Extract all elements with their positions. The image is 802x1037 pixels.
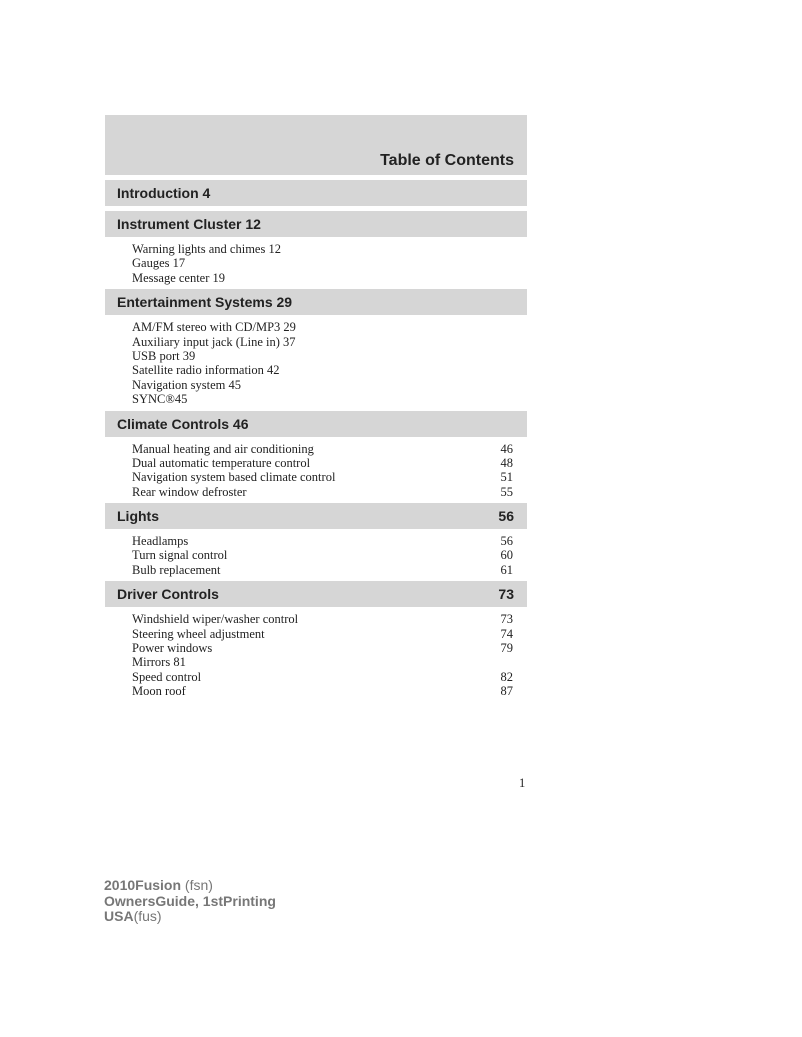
toc-entry[interactable]: Dual automatic temperature control 48 — [132, 456, 513, 470]
toc-entry-title: Gauges 17 — [132, 256, 186, 271]
toc-entry[interactable]: Mirrors 81 — [132, 655, 513, 669]
toc-entry-page: 73 — [500, 612, 514, 627]
section-heading[interactable]: Climate Controls 46 — [105, 410, 527, 437]
toc-entry-title: Warning lights and chimes 12 — [132, 242, 281, 256]
section-title: Introduction 4 — [117, 185, 211, 201]
page-title: Table of Contents — [380, 152, 514, 169]
toc-entry-title: Headlamps — [132, 534, 189, 549]
section-title: Instrument Cluster 12 — [117, 216, 261, 232]
toc-entry-page: 87 — [500, 684, 514, 699]
toc-entry-page: 74 — [500, 626, 514, 641]
section-title: Driver Controls — [117, 586, 219, 603]
toc-entry[interactable]: Moon roof 87 — [132, 684, 513, 698]
section-items: Headlamps 56 Turn signal control 60 Bulb rep… — [105, 529, 527, 581]
toc-entry[interactable]: SYNC®45 — [132, 392, 513, 406]
toc-entry-title: Mirrors 81 — [132, 655, 186, 670]
section-items: AM/FM stereo with CD/MP3 29 Auxiliary inp… — [105, 315, 527, 410]
toc-entry[interactable]: Auxiliary input jack (Line in) 37 — [132, 335, 513, 349]
toc-entry-page: 82 — [500, 669, 514, 684]
toc-entry[interactable]: Speed control 82 — [132, 670, 513, 684]
toc-entry-title: AM/FM stereo with CD/MP3 29 — [132, 320, 296, 335]
toc-entry[interactable]: Headlamps 56 — [132, 534, 513, 548]
footer-guide: OwnersGuide, 1stPrinting — [104, 892, 276, 909]
table-of-contents: Table of Contents Introduction 4 Instrume… — [105, 115, 527, 703]
toc-entry-title: Manual heating and air conditioning — [132, 441, 314, 456]
section-title: Climate Controls 46 — [117, 415, 249, 432]
section-heading[interactable]: Driver Controls 73 — [105, 581, 527, 608]
toc-entry-title: Message center 19 — [132, 270, 226, 285]
toc-entry-page: 60 — [500, 548, 514, 563]
section-heading[interactable]: Lights 56 — [105, 503, 527, 530]
toc-entry-page: 61 — [500, 562, 514, 577]
section-items: Manual heating and air conditioning 46 Dua… — [105, 437, 527, 504]
toc-entry[interactable]: Power windows 79 — [132, 641, 513, 655]
toc-entry[interactable]: Satellite radio information 42 — [132, 363, 513, 377]
toc-entry[interactable]: Navigation system based climate control 5… — [132, 470, 513, 484]
toc-entry-page: 46 — [500, 441, 514, 456]
footer-market-code: (fus) — [133, 908, 162, 924]
section-heading[interactable]: Introduction 4 — [105, 180, 527, 206]
toc-entry-title: SYNC®45 — [132, 392, 188, 407]
section-page: 56 — [498, 508, 514, 525]
footer-market: USA — [104, 908, 134, 924]
toc-entry-title: Moon roof — [132, 684, 186, 699]
toc-entry[interactable]: Steering wheel adjustment 74 — [132, 627, 513, 641]
footer: 2010Fusion (fsn) OwnersGuide, 1stPrintin… — [104, 877, 276, 925]
toc-entry-title: Navigation system based climate control — [132, 470, 336, 485]
toc-entry-title: Dual automatic temperature control — [132, 455, 311, 470]
toc-entry-title: USB port 39 — [132, 348, 196, 363]
toc-entry-page: 48 — [500, 455, 514, 470]
toc-entry-page: 51 — [500, 470, 514, 485]
section-items: Windshield wiper/washer control 73 Steerin… — [105, 607, 527, 702]
section-heading[interactable]: Instrument Cluster 12 — [105, 211, 527, 237]
toc-entry-title: Rear window defroster — [132, 484, 247, 499]
toc-entry-page: 55 — [500, 484, 514, 499]
toc-entry[interactable]: Warning lights and chimes 12 — [132, 242, 513, 256]
toc-entry-title: Power windows — [132, 641, 213, 656]
toc-entry[interactable]: Gauges 17 — [132, 256, 513, 270]
toc-entry[interactable]: AM/FM stereo with CD/MP3 29 — [132, 320, 513, 334]
toc-entry[interactable]: Turn signal control 60 — [132, 548, 513, 562]
toc-entry-title: Satellite radio information 42 — [132, 363, 280, 378]
toc-entry-title: Speed control — [132, 669, 202, 684]
toc-entry[interactable]: Message center 19 — [132, 271, 513, 285]
toc-entry[interactable]: USB port 39 — [132, 349, 513, 363]
section-page: 73 — [498, 586, 514, 603]
toc-entry[interactable]: Rear window defroster 55 — [132, 485, 513, 499]
toc-entry[interactable]: Bulb replacement 61 — [132, 563, 513, 577]
toc-entry[interactable]: Manual heating and air conditioning 46 — [132, 442, 513, 456]
toc-entry-title: Auxiliary input jack (Line in) 37 — [132, 334, 296, 349]
toc-entry-title: Navigation system 45 — [132, 377, 242, 392]
footer-model: 2010Fusion — [104, 877, 182, 893]
toc-entry[interactable]: Windshield wiper/washer control 73 — [132, 612, 513, 626]
section-title: Lights — [117, 508, 159, 525]
toc-entry-page: 56 — [500, 534, 514, 549]
toc-entry-title: Steering wheel adjustment — [132, 626, 265, 641]
page-number: 1 — [519, 776, 526, 790]
toc-entry-title: Bulb replacement — [132, 562, 221, 577]
toc-header: Table of Contents — [105, 115, 527, 175]
toc-entry[interactable]: Navigation system 45 — [132, 378, 513, 392]
toc-entry-page: 79 — [500, 641, 514, 656]
toc-entry-title: Turn signal control — [132, 548, 228, 563]
toc-entry-title: Windshield wiper/washer control — [132, 612, 299, 627]
section-title: Entertainment Systems 29 — [117, 294, 293, 311]
section-heading[interactable]: Entertainment Systems 29 — [105, 289, 527, 316]
section-items: Warning lights and chimes 12 Gauges 17 Mes… — [105, 237, 527, 289]
footer-model-code: (fsn) — [181, 877, 213, 893]
